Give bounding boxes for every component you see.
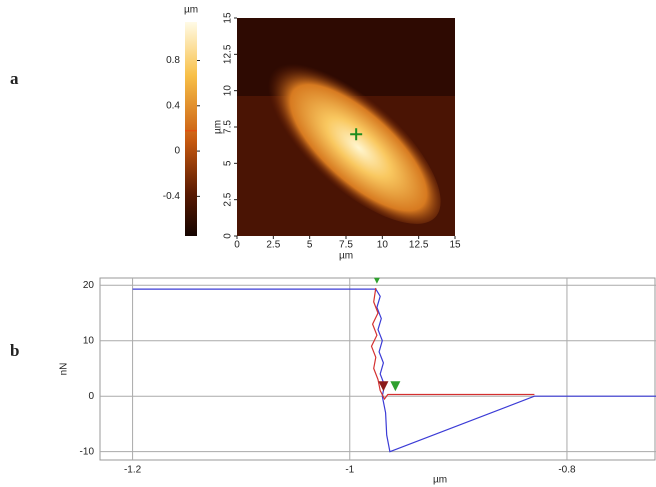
y-tick-label: 20 bbox=[83, 280, 95, 291]
x-tick-label: -0.8 bbox=[558, 465, 576, 476]
afm-image bbox=[237, 18, 455, 236]
colorbar bbox=[185, 22, 197, 236]
x-axis-label: µm bbox=[433, 475, 447, 486]
x-tick-label: 0 bbox=[234, 240, 240, 251]
triangle-marker bbox=[373, 277, 380, 284]
x-tick-label: 12.5 bbox=[409, 240, 429, 251]
colorbar-tick-label: -0.4 bbox=[163, 191, 181, 202]
x-tick-label: -1.2 bbox=[124, 465, 142, 476]
force-curve bbox=[370, 287, 535, 401]
y-tick-label: -10 bbox=[80, 446, 95, 457]
colorbar-tick-label: 0.4 bbox=[166, 100, 180, 111]
x-tick-label: 2.5 bbox=[266, 240, 280, 251]
colorbar-label: µm bbox=[184, 5, 198, 16]
x-tick-label: 10 bbox=[377, 240, 389, 251]
y-tick-label: 12.5 bbox=[223, 44, 234, 64]
panel-label: a bbox=[10, 69, 19, 88]
colorbar-tick-label: 0.8 bbox=[166, 55, 180, 66]
x-tick-label: -1 bbox=[345, 465, 354, 476]
y-axis-label: nN bbox=[59, 363, 70, 376]
y-axis-label: µm bbox=[213, 120, 224, 134]
x-tick-label: 7.5 bbox=[339, 240, 353, 251]
y-tick-label: 15 bbox=[223, 12, 234, 24]
force-curve bbox=[132, 288, 656, 453]
y-tick-label: 10 bbox=[223, 85, 234, 97]
y-tick-label: 7.5 bbox=[223, 120, 234, 134]
y-tick-label: 0 bbox=[223, 233, 234, 239]
y-tick-label: 10 bbox=[83, 335, 95, 346]
x-tick-label: 15 bbox=[449, 240, 461, 251]
y-tick-label: 5 bbox=[223, 160, 234, 166]
crosshair-marker bbox=[350, 128, 363, 141]
triangle-marker bbox=[390, 381, 401, 392]
y-tick-label: 2.5 bbox=[223, 192, 234, 206]
x-tick-label: 5 bbox=[307, 240, 313, 251]
x-axis-label: µm bbox=[339, 251, 353, 262]
colorbar-tick-label: 0 bbox=[174, 146, 180, 157]
y-tick-label: 0 bbox=[88, 391, 94, 402]
panel-label: b bbox=[10, 341, 19, 360]
triangle-marker bbox=[378, 381, 389, 392]
